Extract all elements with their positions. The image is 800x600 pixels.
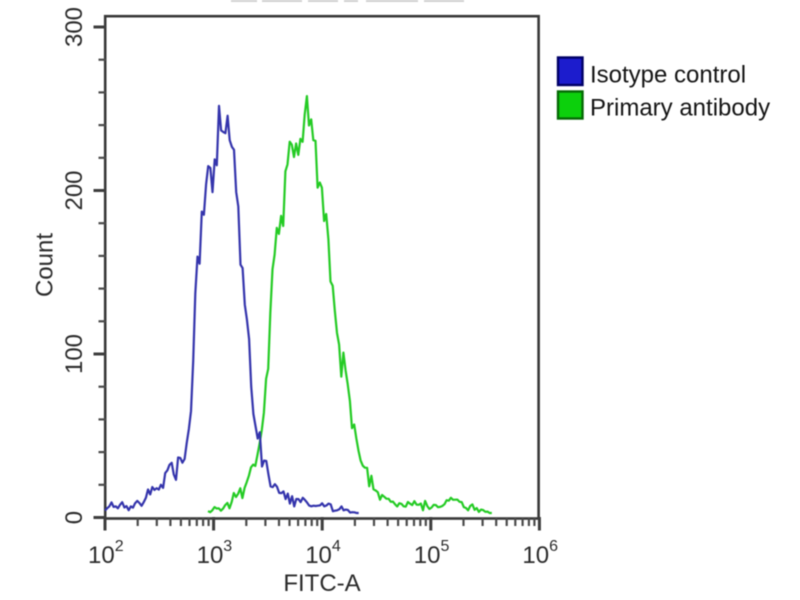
- svg-text:200: 200: [61, 170, 88, 210]
- svg-text:300: 300: [61, 7, 88, 47]
- svg-text:103: 103: [197, 538, 233, 569]
- svg-text:0: 0: [61, 511, 88, 524]
- svg-text:FITC-A: FITC-A: [283, 570, 360, 597]
- svg-text:Count: Count: [31, 233, 58, 297]
- svg-text:100: 100: [61, 334, 88, 374]
- svg-text:Isotype control: Isotype control: [590, 62, 746, 89]
- svg-text:Primary antibody: Primary antibody: [590, 95, 770, 122]
